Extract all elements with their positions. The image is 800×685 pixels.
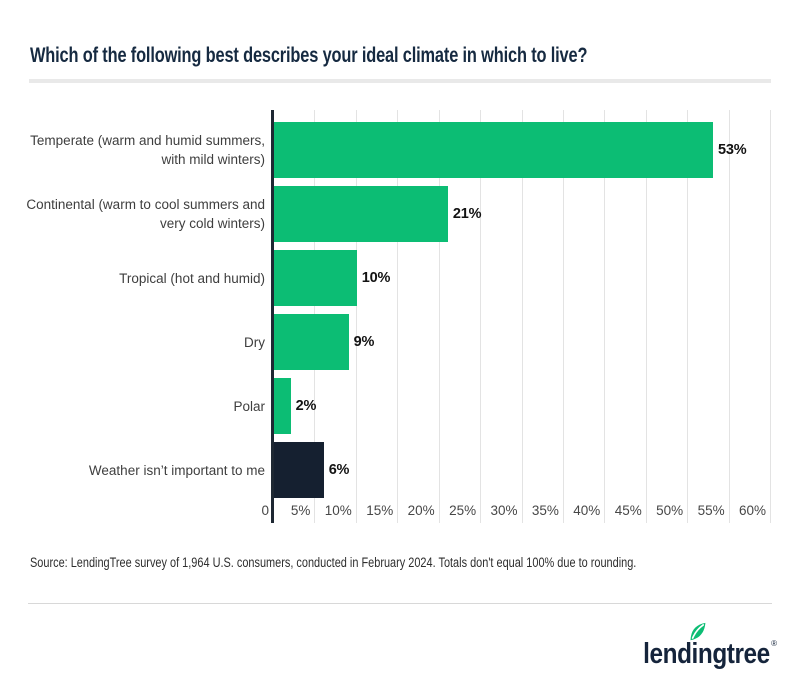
leaf-icon <box>690 622 706 641</box>
title-divider <box>29 79 771 83</box>
category-label: Temperate (warm and humid summers, with … <box>30 133 265 167</box>
chart-title-text: Which of the following best describes yo… <box>30 44 588 67</box>
footer-divider <box>28 603 772 604</box>
lendingtree-wordmark: lendingtree <box>643 638 770 670</box>
category-label: Weather isn’t important to me <box>88 462 265 478</box>
gridline <box>687 110 689 523</box>
x-axis-tick-label: 20% <box>407 503 435 518</box>
source-note: Source: LendingTree survey of 1,964 U.S.… <box>30 555 790 575</box>
x-axis-tick-label: 15% <box>366 503 394 518</box>
bar-value-label: 2% <box>295 398 317 414</box>
gridline <box>645 110 647 523</box>
gridline <box>562 110 564 523</box>
bar-value-label: 9% <box>353 334 375 350</box>
x-axis-tick-label: 35% <box>531 503 559 518</box>
registered-trademark-symbol: ® <box>771 639 777 648</box>
category-label: Continental (warm to cool summers and ve… <box>26 197 265 231</box>
x-axis-tick-label: 5% <box>290 503 311 518</box>
chart-bar <box>274 186 448 242</box>
chart-bar <box>274 442 324 498</box>
gridline <box>480 110 482 523</box>
x-axis-tick-label: 30% <box>490 503 518 518</box>
bar-chart: 0 5% 10% 15% 20% 25% 30% 35% 40% 45% 50% 55% 60% Temp… <box>0 110 800 524</box>
gridline <box>770 110 771 523</box>
chart-bar <box>274 314 349 370</box>
chart-bar <box>274 122 713 178</box>
category-label: Tropical (hot and humid) <box>119 270 265 286</box>
chart-bar <box>274 378 291 434</box>
x-axis-tick-label: 25% <box>449 503 477 518</box>
gridline <box>355 110 357 523</box>
x-axis-tick-label: 60% <box>738 503 766 518</box>
chart-bar <box>274 250 357 306</box>
bar-value-label: 21% <box>452 206 482 222</box>
category-label: Polar <box>233 398 265 414</box>
gridline <box>521 110 523 523</box>
x-axis-tick-label: 10% <box>324 503 352 518</box>
x-axis-tick-label: 40% <box>573 503 601 518</box>
category-label: Dry <box>244 334 265 350</box>
gridline <box>397 110 399 523</box>
x-axis-tick-label: 50% <box>656 503 684 518</box>
bar-value-label: 53% <box>718 142 747 158</box>
bar-value-label: 6% <box>328 462 350 478</box>
x-axis-tick-label: 55% <box>697 503 725 518</box>
gridline <box>728 110 730 523</box>
chart-title: Which of the following best describes yo… <box>30 44 790 72</box>
source-note-text: Source: LendingTree survey of 1,964 U.S.… <box>30 555 637 570</box>
gridline <box>604 110 606 523</box>
y-axis-line <box>271 110 274 523</box>
gridline <box>438 110 440 523</box>
x-axis-tick-label: 45% <box>614 503 642 518</box>
bar-value-label: 10% <box>361 270 391 286</box>
lendingtree-logo: lendingtree ® <box>619 620 777 670</box>
x-axis-tick-label: 0 <box>261 503 269 518</box>
